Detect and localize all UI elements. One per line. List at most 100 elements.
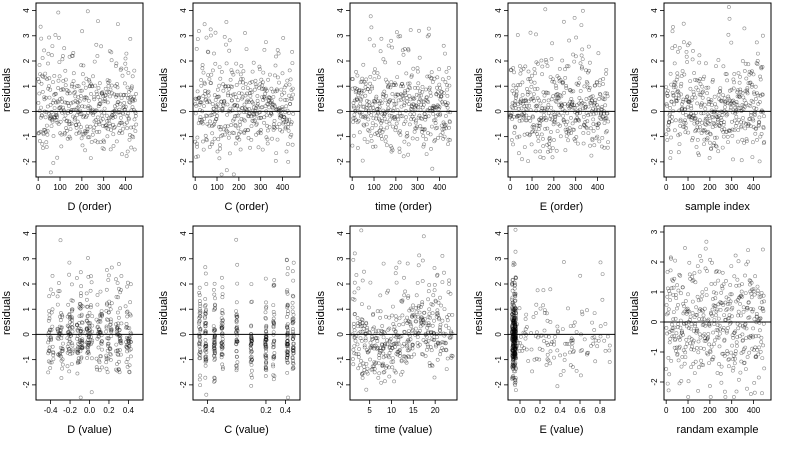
data-point	[77, 301, 82, 306]
data-point	[401, 341, 406, 346]
data-point	[244, 47, 249, 52]
data-point	[444, 69, 449, 74]
data-point	[51, 134, 56, 138]
data-point	[386, 84, 390, 89]
data-point	[761, 126, 766, 131]
data-point	[112, 92, 117, 97]
data-point	[545, 352, 550, 357]
data-point	[125, 349, 130, 354]
data-point	[99, 91, 104, 95]
data-point	[762, 114, 766, 119]
data-point	[360, 79, 364, 84]
data-point	[724, 278, 728, 283]
data-point	[289, 120, 294, 125]
data-point	[552, 112, 557, 117]
data-point	[211, 123, 216, 128]
data-point	[59, 144, 64, 149]
data-point	[89, 335, 94, 339]
data-point	[562, 102, 567, 106]
data-point	[113, 84, 118, 88]
data-point	[106, 336, 111, 341]
data-point	[368, 14, 373, 19]
data-point	[363, 93, 368, 98]
data-point	[60, 99, 64, 104]
data-point	[587, 68, 591, 73]
data-point	[397, 150, 402, 154]
data-point	[554, 86, 559, 91]
data-point	[89, 92, 93, 96]
data-point	[600, 272, 605, 277]
data-point	[277, 115, 282, 120]
data-point	[205, 114, 209, 119]
data-point	[565, 64, 569, 69]
data-point	[593, 100, 597, 105]
data-point	[36, 77, 41, 81]
data-point	[89, 274, 93, 279]
data-point	[68, 127, 73, 132]
data-point	[127, 369, 132, 374]
x-tick-label: 400	[747, 183, 761, 192]
data-point	[706, 120, 711, 125]
data-point	[604, 116, 609, 121]
data-point	[400, 93, 404, 98]
data-point	[516, 113, 521, 118]
data-point	[739, 120, 743, 125]
x-tick-label: 20	[431, 406, 440, 415]
data-point	[38, 129, 43, 134]
data-point	[266, 99, 271, 103]
data-point	[696, 339, 701, 344]
data-point	[508, 68, 513, 73]
data-point	[758, 349, 763, 354]
data-point	[106, 84, 111, 88]
data-point	[96, 19, 100, 24]
data-point	[732, 361, 737, 366]
y-tick-label: 4	[22, 231, 31, 236]
data-point	[90, 356, 94, 361]
data-point	[361, 88, 366, 93]
data-point	[109, 50, 114, 55]
data-point	[718, 331, 722, 336]
data-point	[281, 121, 285, 126]
data-point	[68, 315, 73, 319]
data-point	[560, 80, 565, 85]
data-point	[389, 80, 394, 85]
data-point	[540, 72, 545, 77]
data-point	[65, 364, 70, 369]
data-point	[541, 90, 546, 95]
data-point	[57, 74, 62, 79]
data-point	[75, 276, 79, 280]
data-point	[119, 288, 123, 292]
data-point	[236, 131, 241, 136]
data-point	[380, 119, 385, 124]
data-point	[414, 103, 419, 108]
data-point	[107, 49, 112, 54]
data-point	[104, 123, 109, 128]
data-point	[75, 349, 80, 354]
data-point	[109, 334, 114, 339]
data-point	[571, 105, 576, 110]
data-point	[79, 136, 84, 141]
data-point	[124, 51, 129, 56]
data-point	[120, 73, 125, 78]
data-point	[106, 343, 111, 348]
data-point	[47, 330, 52, 334]
data-point	[746, 123, 751, 128]
data-point	[68, 316, 72, 321]
data-point	[366, 128, 371, 132]
data-point	[406, 152, 411, 157]
data-point	[731, 86, 736, 91]
data-point	[355, 120, 360, 125]
data-point	[737, 117, 742, 122]
data-point	[515, 113, 520, 118]
data-point	[201, 104, 206, 108]
data-point	[126, 336, 131, 341]
data-point	[405, 133, 410, 138]
data-point	[605, 145, 610, 150]
data-point	[356, 286, 361, 291]
data-point	[687, 99, 692, 104]
data-point	[69, 121, 74, 126]
data-point	[197, 95, 202, 100]
data-point	[394, 101, 399, 106]
data-point	[196, 29, 201, 33]
